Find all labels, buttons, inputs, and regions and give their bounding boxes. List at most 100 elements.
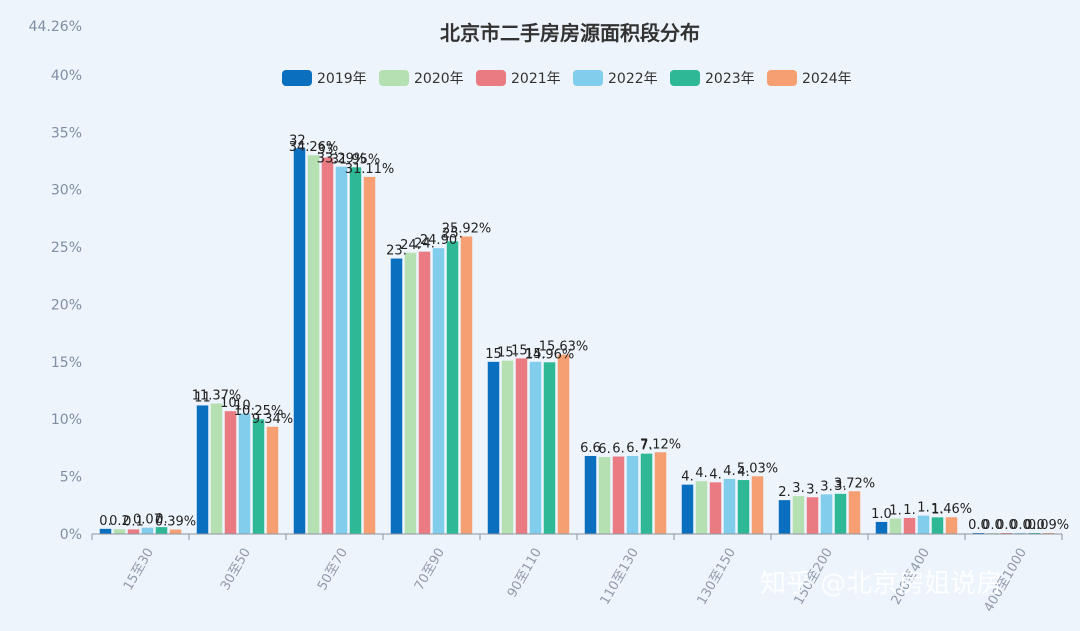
bar-2024年-15至30 bbox=[169, 529, 182, 534]
data-label: 15. bbox=[525, 347, 546, 362]
x-tick-label: 30至50 bbox=[218, 546, 254, 593]
bar-2020年-110至130 bbox=[598, 457, 611, 534]
data-label: 15 bbox=[485, 347, 502, 362]
bar-2020年-50至70 bbox=[307, 155, 320, 534]
y-tick-label: 25% bbox=[51, 240, 82, 256]
bar-2024年-200至400 bbox=[945, 517, 958, 534]
x-tick-label: 110至130 bbox=[598, 546, 642, 608]
legend-item-2023年[interactable]: 2023年 bbox=[670, 70, 755, 87]
bar-2023年-50至70 bbox=[349, 167, 362, 534]
data-label: 4. bbox=[695, 466, 707, 481]
bar-2021年-15至30 bbox=[127, 529, 140, 534]
data-label: 3. bbox=[806, 482, 818, 497]
legend-swatch bbox=[379, 70, 409, 86]
data-label: 0.07 bbox=[133, 513, 162, 528]
legend-swatch bbox=[670, 70, 700, 86]
bar-2023年-200至400 bbox=[931, 517, 944, 534]
y-tick-label: 0% bbox=[60, 527, 82, 543]
data-label: 0.0 bbox=[1010, 518, 1031, 533]
data-label: 11.37% bbox=[192, 388, 242, 403]
data-label: 15.63% bbox=[539, 340, 589, 355]
data-label: 24. bbox=[400, 238, 421, 253]
data-label: 32. bbox=[289, 133, 310, 148]
data-label: 0.0 bbox=[968, 518, 989, 533]
y-tick-label: 40% bbox=[51, 68, 82, 84]
chart-title: 北京市二手房房源面积段分布 bbox=[440, 21, 700, 45]
bar-2021年-90至110 bbox=[515, 358, 528, 534]
data-label: 0. bbox=[99, 514, 111, 529]
data-label: 6. bbox=[598, 442, 610, 457]
y-tick-label: 10% bbox=[51, 412, 82, 428]
bar-2024年-110至130 bbox=[654, 452, 667, 534]
bar-2022年-50至70 bbox=[335, 166, 348, 535]
data-label: 24.90 bbox=[420, 233, 457, 248]
bar-2021年-70至90 bbox=[418, 251, 431, 534]
bar-2024年-400至1000 bbox=[1042, 532, 1055, 534]
data-label: 9.34% bbox=[252, 412, 293, 427]
legend-item-2021年[interactable]: 2021年 bbox=[476, 70, 561, 87]
data-label: 4. bbox=[681, 470, 693, 485]
y-tick-label: 20% bbox=[51, 297, 82, 313]
bar-2024年-30至50 bbox=[266, 426, 279, 534]
bar-2023年-15至30 bbox=[155, 527, 168, 534]
legend-swatch bbox=[282, 70, 312, 86]
legend-item-2024年[interactable]: 2024年 bbox=[767, 70, 852, 87]
bar-2024年-130至150 bbox=[751, 476, 764, 534]
bar-2022年-70至90 bbox=[432, 248, 445, 534]
chart-legend[interactable]: 2019年 2020年 2021年 2022年 2023年 2024年 bbox=[282, 70, 852, 87]
data-label: 0. bbox=[155, 512, 167, 527]
bar-2022年-110至130 bbox=[626, 455, 639, 534]
data-label: 0.1 bbox=[123, 514, 144, 529]
bar-2020年-90至110 bbox=[501, 360, 514, 534]
data-label: 23. bbox=[386, 244, 407, 259]
bar-2019年-30至50 bbox=[196, 405, 209, 534]
bar-2019年-150至200 bbox=[778, 500, 791, 534]
y-tick-label: 44.26% bbox=[29, 19, 82, 35]
data-label: 1. bbox=[889, 504, 901, 519]
data-label: 1.46% bbox=[931, 502, 972, 517]
bar-2022年-90至110 bbox=[529, 361, 542, 534]
bar-2024年-50至70 bbox=[363, 176, 376, 535]
legend-item-2019年[interactable]: 2019年 bbox=[282, 70, 367, 87]
bar-2023年-130至150 bbox=[737, 480, 750, 534]
data-label: 1.0 bbox=[871, 507, 892, 522]
bar-2020年-150至200 bbox=[792, 496, 805, 534]
bar-2021年-50至70 bbox=[321, 157, 334, 534]
data-label: 4. bbox=[737, 465, 749, 480]
data-label: 3.72% bbox=[834, 476, 875, 491]
y-tick-label: 15% bbox=[51, 355, 82, 371]
data-label: 1. bbox=[931, 502, 943, 517]
legend-label: 2021年 bbox=[511, 71, 561, 87]
data-label: 3. bbox=[834, 479, 846, 494]
legend-label: 2023年 bbox=[705, 71, 755, 87]
x-tick-label: 130至150 bbox=[695, 546, 739, 608]
bar-2019年-15至30 bbox=[99, 528, 112, 534]
bar-2022年-130至150 bbox=[723, 478, 736, 534]
bar-2024年-90至110 bbox=[557, 354, 570, 534]
legend-label: 2024年 bbox=[802, 71, 852, 87]
bar-2019年-90至110 bbox=[487, 361, 500, 534]
y-tick-label: 30% bbox=[51, 183, 82, 199]
bar-2019年-70至90 bbox=[390, 258, 403, 534]
legend-swatch bbox=[767, 70, 797, 86]
legend-item-2022年[interactable]: 2022年 bbox=[573, 70, 658, 87]
bar-2023年-110至130 bbox=[640, 453, 653, 534]
data-label: 5.03% bbox=[737, 461, 778, 476]
data-label: 15. bbox=[511, 343, 532, 358]
data-label: 6. bbox=[626, 441, 638, 456]
bar-2022年-200至400 bbox=[917, 515, 930, 534]
data-label: 24. bbox=[414, 237, 435, 252]
data-label: 7. bbox=[640, 439, 652, 454]
data-label: 31.11% bbox=[345, 162, 395, 177]
bar-2019年-110至130 bbox=[584, 455, 597, 534]
bar-2023年-70至90 bbox=[446, 241, 459, 534]
data-label: 10. bbox=[234, 398, 255, 413]
bar-2021年-130至150 bbox=[709, 482, 722, 534]
bar-2019年-200至400 bbox=[875, 521, 888, 534]
x-tick-label: 50至70 bbox=[315, 546, 351, 593]
y-tick-label: 5% bbox=[60, 470, 82, 486]
legend-swatch bbox=[476, 70, 506, 86]
legend-item-2020年[interactable]: 2020年 bbox=[379, 70, 464, 87]
